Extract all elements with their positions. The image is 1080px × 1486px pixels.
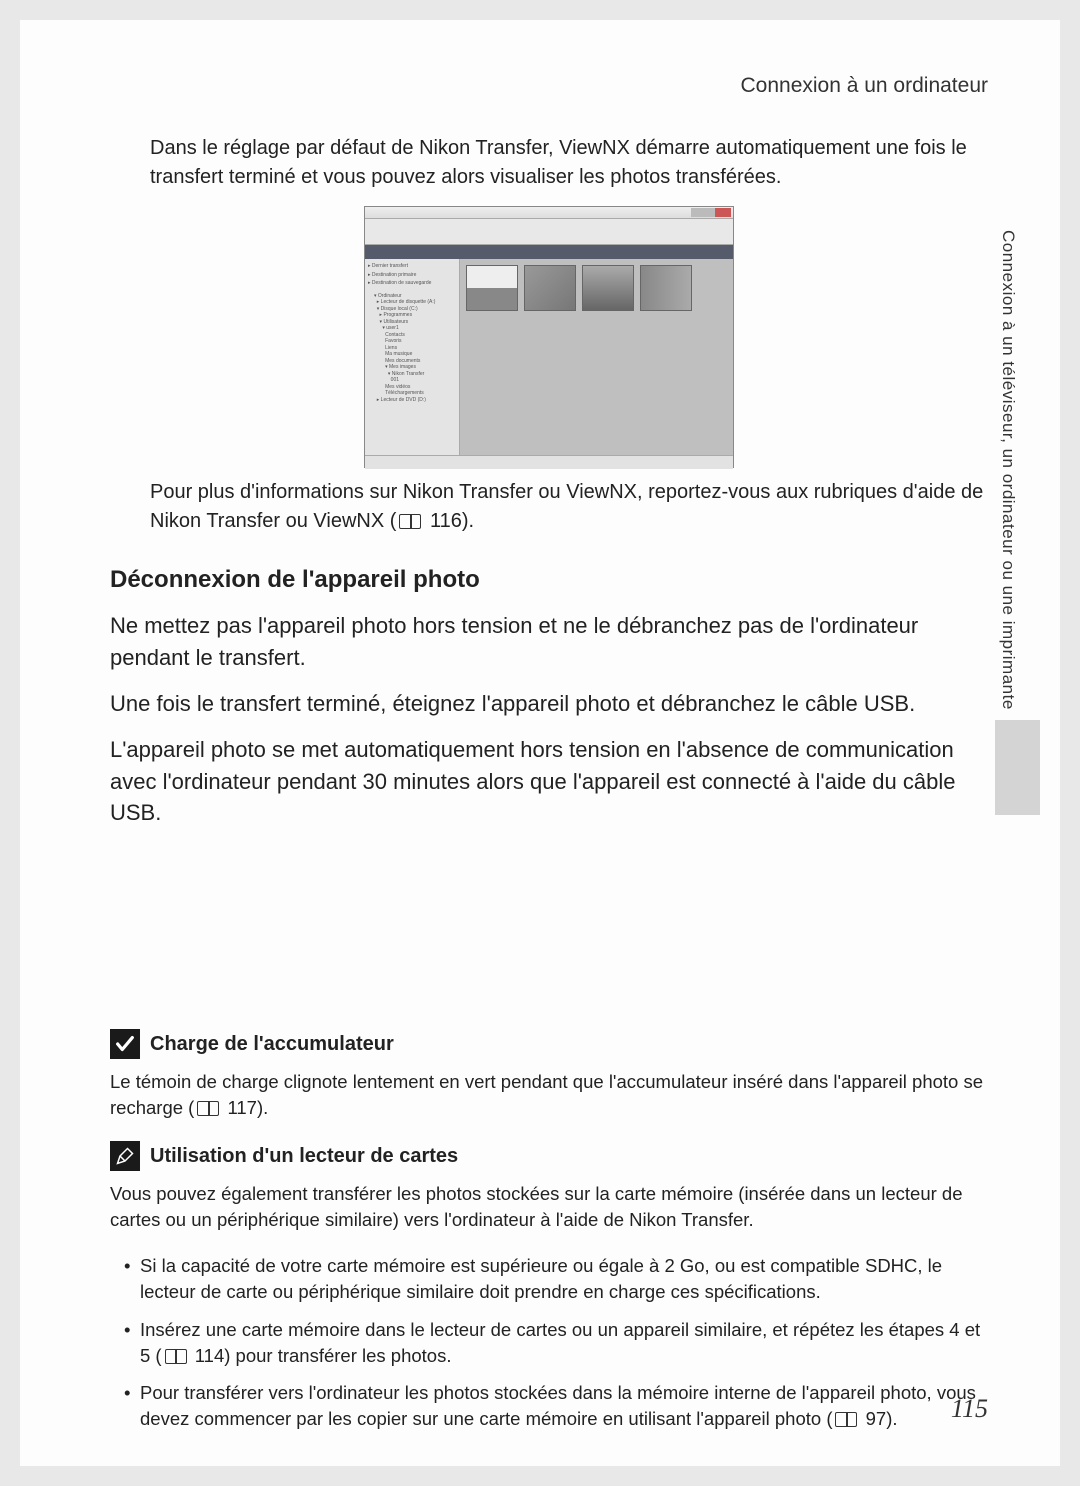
- caption-ref: 116).: [424, 510, 474, 532]
- caption-paragraph: Pour plus d'informations sur Nikon Trans…: [150, 478, 988, 536]
- checkmark-icon: [110, 1029, 140, 1059]
- viewnx-screenshot: ▸ Dernier transfert ▸ Destination primai…: [364, 206, 734, 468]
- note2-intro: Vous pouvez également transférer les pho…: [110, 1181, 988, 1233]
- body-p1: Ne mettez pas l'appareil photo hors tens…: [110, 610, 988, 674]
- section-heading: Déconnexion de l'appareil photo: [110, 566, 988, 594]
- thumb-tab: [995, 720, 1040, 815]
- pencil-icon: [110, 1141, 140, 1171]
- note1-title: Charge de l'accumulateur: [150, 1033, 394, 1056]
- book-icon: [399, 514, 421, 529]
- book-icon: [197, 1101, 219, 1116]
- body-p2: Une fois le transfert terminé, éteignez …: [110, 688, 988, 720]
- caption-text-pre: Pour plus d'informations sur Nikon Trans…: [150, 481, 983, 532]
- note-heading-2: Utilisation d'un lecteur de cartes: [110, 1141, 988, 1171]
- bullet-2-ref: 114) pour transférer les photos.: [190, 1345, 452, 1366]
- chapter-side-tab: Connexion à un téléviseur, un ordinateur…: [996, 230, 1018, 710]
- book-icon: [165, 1349, 187, 1364]
- note1-text: Le témoin de charge clignote lentement e…: [110, 1069, 988, 1121]
- note2-bullet-list: Si la capacité de votre carte mémoire es…: [110, 1253, 988, 1432]
- body-p3: L'appareil photo se met automatiquement …: [110, 734, 988, 830]
- note-heading-1: Charge de l'accumulateur: [110, 1029, 988, 1059]
- note2-title: Utilisation d'un lecteur de cartes: [150, 1145, 458, 1168]
- manual-page: Connexion à un ordinateur Connexion à un…: [20, 20, 1060, 1466]
- note1-ref: 117).: [222, 1097, 268, 1118]
- section-header: Connexion à un ordinateur: [110, 74, 988, 98]
- page-number: 115: [951, 1394, 988, 1424]
- bullet-2: Insérez une carte mémoire dans le lecteu…: [124, 1317, 988, 1369]
- intro-paragraph: Dans le réglage par défaut de Nikon Tran…: [150, 134, 988, 192]
- bullet-3: Pour transférer vers l'ordinateur les ph…: [124, 1380, 988, 1432]
- book-icon: [835, 1412, 857, 1427]
- bullet-1: Si la capacité de votre carte mémoire es…: [124, 1253, 988, 1305]
- bullet-3-ref: 97).: [860, 1408, 897, 1429]
